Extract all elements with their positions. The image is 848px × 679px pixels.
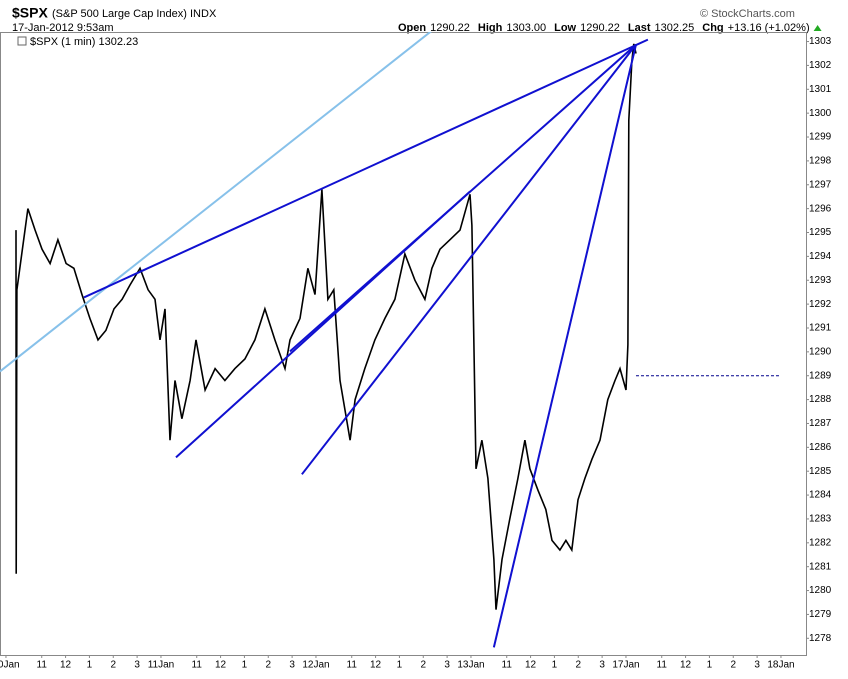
- index-name: (S&P 500 Large Cap Index): [52, 8, 187, 20]
- y-tick-label: 1291: [809, 323, 832, 334]
- y-tick-label: 1295: [809, 227, 832, 238]
- x-tick-label: 3: [754, 660, 760, 671]
- quote-label: Chg: [702, 22, 723, 34]
- x-tick-label: 11: [657, 660, 668, 671]
- y-tick-label: 1282: [809, 537, 832, 548]
- y-tick-label: 1294: [809, 251, 832, 262]
- quote-label: High: [478, 22, 503, 34]
- y-tick-label: 1293: [809, 275, 832, 286]
- x-tick-label: 3: [444, 660, 450, 671]
- trendline: [492, 44, 637, 648]
- x-tick-label: 18Jan: [767, 660, 794, 671]
- x-tick-label: 11: [37, 660, 48, 671]
- quote-label: Low: [554, 22, 576, 34]
- y-tick-label: 1292: [809, 299, 832, 310]
- x-tick-label: 11: [502, 660, 513, 671]
- x-tick-label: 17Jan: [612, 660, 639, 671]
- y-tick-label: 1279: [809, 609, 832, 620]
- y-tick-label: 1287: [809, 418, 832, 429]
- x-tick-label: 12: [525, 660, 537, 671]
- x-tick-label: 11: [192, 660, 203, 671]
- y-tick-label: 1303: [809, 36, 832, 47]
- trendline: [289, 43, 637, 353]
- x-tick-label: 12: [370, 660, 382, 671]
- x-tick-label: 12: [215, 660, 227, 671]
- trendline: [301, 44, 637, 475]
- x-tick-label: 13Jan: [457, 660, 484, 671]
- exchange: INDX: [190, 8, 217, 20]
- plot: [0, 32, 780, 648]
- y-tick-label: 1281: [809, 561, 832, 572]
- quote: Open 1290.22 High 1303.00 Low 1290.22 Last 1302…: [398, 22, 822, 34]
- x-tick-label: 12Jan: [302, 660, 329, 671]
- y-tick-label: 1278: [809, 633, 832, 644]
- trendline: [0, 32, 432, 373]
- y-tick-label: 1300: [809, 108, 832, 119]
- x-tick-label: 1: [87, 660, 93, 671]
- y-tick-label: 1285: [809, 466, 832, 477]
- x-tick-label: 3: [134, 660, 140, 671]
- y-tick-label: 1297: [809, 179, 832, 190]
- x-tick-label: 1: [707, 660, 713, 671]
- y-tick-label: 1288: [809, 394, 832, 405]
- symbol: $SPX: [12, 5, 48, 21]
- plot-frame: [0, 32, 807, 656]
- trendline: [83, 38, 649, 299]
- y-tick-label: 1290: [809, 346, 832, 357]
- x-tick-label: 12: [60, 660, 72, 671]
- x-tick-label: 3: [289, 660, 295, 671]
- quote-value: 1290.22: [430, 22, 470, 34]
- x-tick-label: 2: [265, 660, 271, 671]
- y-tick-label: 1302: [809, 60, 832, 71]
- x-tick-label: 3: [599, 660, 605, 671]
- quote-value: 1303.00: [506, 22, 546, 34]
- source: © StockCharts.com: [700, 8, 795, 20]
- y-tick-label: 1280: [809, 585, 832, 596]
- y-tick-label: 1283: [809, 514, 832, 525]
- date: 17-Jan-2012 9:53am: [12, 22, 114, 34]
- x-tick-label: 10Jan: [0, 660, 20, 671]
- y-tick-label: 1301: [809, 84, 832, 95]
- x-tick-label: 11: [347, 660, 358, 671]
- quote-label: Last: [628, 22, 651, 34]
- quote-label: Open: [398, 22, 426, 34]
- x-tick-label: 11Jan: [148, 660, 175, 671]
- quote-value: +13.16 (+1.02%): [728, 22, 810, 34]
- x-tick-label: 2: [575, 660, 581, 671]
- quote-value: 1290.22: [580, 22, 620, 34]
- x-tick-label: 1: [397, 660, 403, 671]
- x-tick-label: 2: [730, 660, 736, 671]
- legend-icon: [17, 36, 27, 46]
- change-arrow: [813, 25, 822, 31]
- y-tick-label: 1284: [809, 490, 832, 501]
- x-tick-label: 2: [420, 660, 426, 671]
- y-tick-label: 1289: [809, 370, 832, 381]
- y-tick-label: 1296: [809, 203, 832, 214]
- y-tick-label: 1298: [809, 156, 832, 167]
- x-tick-label: 1: [242, 660, 248, 671]
- legend-label: $SPX (1 min) 1302.23: [30, 36, 138, 48]
- y-tick-label: 1299: [809, 132, 832, 143]
- x-tick-label: 1: [552, 660, 558, 671]
- price-line: [15, 43, 637, 610]
- y-tick-label: 1286: [809, 442, 832, 453]
- x-tick-label: 2: [110, 660, 116, 671]
- x-tick-label: 12: [680, 660, 692, 671]
- quote-value: 1302.25: [655, 22, 695, 34]
